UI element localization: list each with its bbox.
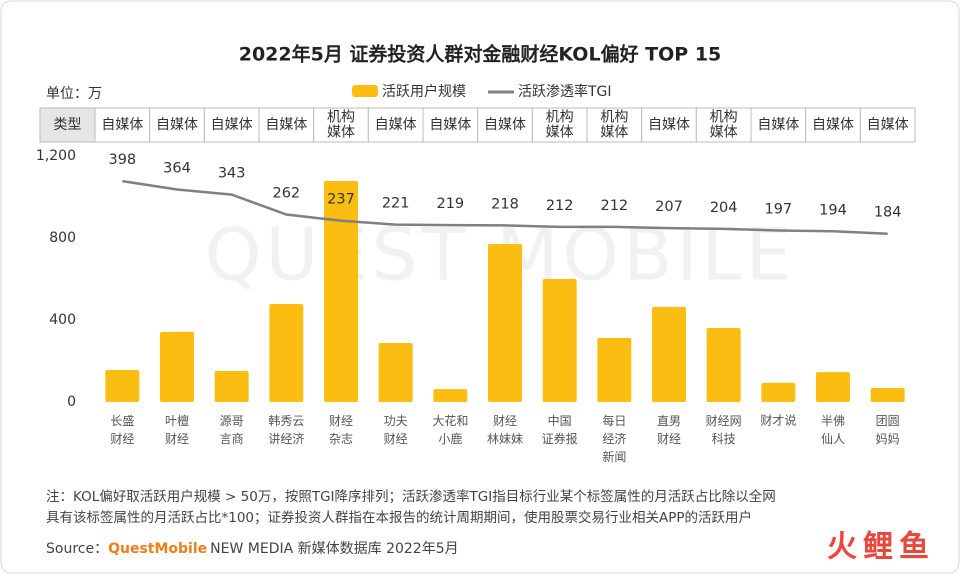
data-label: 212 <box>600 198 628 214</box>
data-label: 398 <box>108 152 136 168</box>
type-cell <box>149 107 205 143</box>
logo: 火鲤鱼 <box>827 530 935 565</box>
bar <box>269 304 304 402</box>
note: 具有该标签属性的月活跃占比*100；证券投资人群指在本报告的统计周期期间，使用股… <box>46 509 752 526</box>
y-tick-label: 800 <box>49 230 76 246</box>
type-label: 机构媒体 <box>327 110 355 141</box>
unit-label: 单位：万 <box>46 86 102 102</box>
type-label: 自媒体 <box>867 117 909 133</box>
type-cell <box>750 107 807 143</box>
source-text: NEW MEDIA 新媒体数据库 2022年5月 <box>210 541 458 557</box>
data-label: 262 <box>272 186 300 202</box>
x-tick-label: 财经网科技 <box>706 414 742 446</box>
type-cell <box>859 107 916 143</box>
bar <box>160 331 194 402</box>
type-cell <box>94 107 151 143</box>
x-tick-label: 大花和小鹿 <box>432 413 468 446</box>
bar <box>324 181 358 402</box>
y-tick-label: 1,200 <box>36 148 76 164</box>
type-label: 机构媒体 <box>710 110 738 141</box>
data-label: 219 <box>436 196 464 212</box>
legend-label: 活跃用户规模 <box>382 83 466 100</box>
data-label: 204 <box>710 200 738 216</box>
x-tick-label: 功夫财经 <box>384 414 408 446</box>
y-tick-label: 0 <box>67 394 76 410</box>
type-label: 自媒体 <box>101 117 143 133</box>
x-tick-label: 每日经济新闻 <box>602 413 626 464</box>
type-label: 自媒体 <box>375 117 417 133</box>
bar <box>597 338 632 402</box>
x-tick-label: 半佛仙人 <box>821 414 845 446</box>
bar <box>214 371 249 402</box>
x-tick-label: 直男财经 <box>657 414 681 446</box>
data-label: 197 <box>764 202 792 218</box>
data-label: 364 <box>163 160 191 176</box>
data-label: 194 <box>819 202 847 218</box>
x-tick-label: 韩秀云讲经济 <box>268 413 304 446</box>
type-label: 自媒体 <box>429 117 471 133</box>
type-cell <box>477 107 533 143</box>
x-tick-label: 财才说 <box>760 413 796 428</box>
chart-title: 2022年5月 证券投资人群对金融财经KOL偏好 TOP 15 <box>239 43 722 66</box>
y-tick-label: 400 <box>49 312 76 328</box>
bar <box>433 389 468 402</box>
bar <box>870 388 905 402</box>
bar <box>761 382 796 402</box>
bar <box>816 372 850 402</box>
x-tick-label: 叶檀财经 <box>165 413 189 446</box>
bar <box>542 279 577 402</box>
bar <box>488 243 522 402</box>
data-label: 207 <box>655 199 683 215</box>
type-label: 自媒体 <box>211 117 253 133</box>
data-label: 237 <box>327 192 355 208</box>
data-label: 218 <box>491 196 519 212</box>
x-tick-label: 团圆妈妈 <box>876 414 900 446</box>
type-label: 自媒体 <box>484 117 526 133</box>
bar <box>652 306 686 402</box>
type-label: 自媒体 <box>812 117 854 133</box>
type-label: 机构媒体 <box>600 110 628 141</box>
data-label: 184 <box>874 205 902 221</box>
type-header-cell <box>39 107 96 143</box>
data-label: 343 <box>218 166 246 182</box>
source: Source：QuestMobile NEW MEDIA 新媒体数据库 2022年… <box>46 541 459 557</box>
note: 注：KOL偏好取活跃用户规模 > 50万，按照TGI降序排列；活跃渗透率TGI指… <box>46 488 776 505</box>
source-label: Source： <box>46 541 108 557</box>
legend-label: 活跃渗透率TGI <box>518 83 612 100</box>
type-header: 类型 <box>54 117 82 133</box>
type-cell <box>695 107 752 143</box>
type-cell <box>313 107 369 143</box>
x-tick-label: 源哥言商 <box>220 414 244 446</box>
type-cell <box>586 107 643 143</box>
type-label: 自媒体 <box>648 117 690 133</box>
type-label: 机构媒体 <box>546 110 574 141</box>
bar <box>706 327 741 402</box>
x-tick-label: 长盛财经 <box>110 413 134 446</box>
bar <box>378 342 413 402</box>
bar <box>105 370 140 402</box>
line <box>122 179 888 235</box>
x-tick-label: 财经林妹妹 <box>487 414 523 446</box>
type-label: 自媒体 <box>757 117 799 133</box>
source-brand: QuestMobile <box>108 541 207 557</box>
x-tick-label: 财经杂志 <box>329 414 353 446</box>
type-cell <box>203 107 260 143</box>
data-label: 212 <box>546 198 574 214</box>
legend-swatch <box>352 85 378 97</box>
data-label: 221 <box>382 196 410 212</box>
type-cell <box>258 107 315 143</box>
x-tick-label: 中国证券报 <box>542 413 578 446</box>
type-label: 自媒体 <box>265 117 307 133</box>
type-label: 自媒体 <box>156 117 198 133</box>
